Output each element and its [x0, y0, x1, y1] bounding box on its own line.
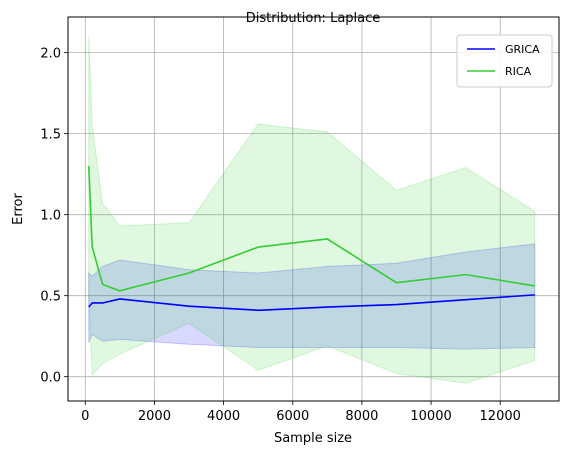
x-tick-label: 6000: [276, 409, 309, 424]
x-tick-label: 12000: [480, 409, 521, 424]
x-axis-label: Sample size: [274, 431, 352, 446]
legend-box: [456, 34, 553, 88]
y-tick-label: 1.5: [40, 128, 61, 143]
x-tick-label: 10000: [410, 409, 451, 424]
plot-frame: [67, 16, 560, 402]
grid: [68, 17, 559, 401]
legend-label-rica: RICA: [505, 65, 532, 78]
y-axis-ticks: 0.0 0.5 1.0 1.5 2.0: [40, 47, 68, 386]
chart-title: Distribution: Laplace: [246, 11, 381, 26]
x-axis-ticks: 0 2000 4000 6000 8000 10000 12000: [81, 401, 521, 424]
confidence-bands: [88, 36, 536, 384]
line-grica: [88, 294, 535, 312]
legend-label-grica: GRICA: [505, 43, 540, 56]
x-tick-label: 0: [81, 409, 89, 424]
y-tick-label: 1.0: [40, 209, 61, 224]
x-tick-label: 2000: [138, 409, 171, 424]
band-rica: [88, 36, 536, 384]
line-rica: [87, 166, 535, 292]
y-axis-label: Error: [11, 193, 26, 225]
band-grica: [88, 243, 536, 350]
legend: GRICA RICA: [456, 34, 553, 88]
y-tick-label: 0.0: [40, 371, 61, 386]
y-tick-label: 0.5: [40, 290, 61, 305]
y-tick-label: 2.0: [40, 47, 61, 62]
series-lines: [87, 166, 535, 312]
x-tick-label: 4000: [207, 409, 240, 424]
x-tick-label: 8000: [345, 409, 378, 424]
